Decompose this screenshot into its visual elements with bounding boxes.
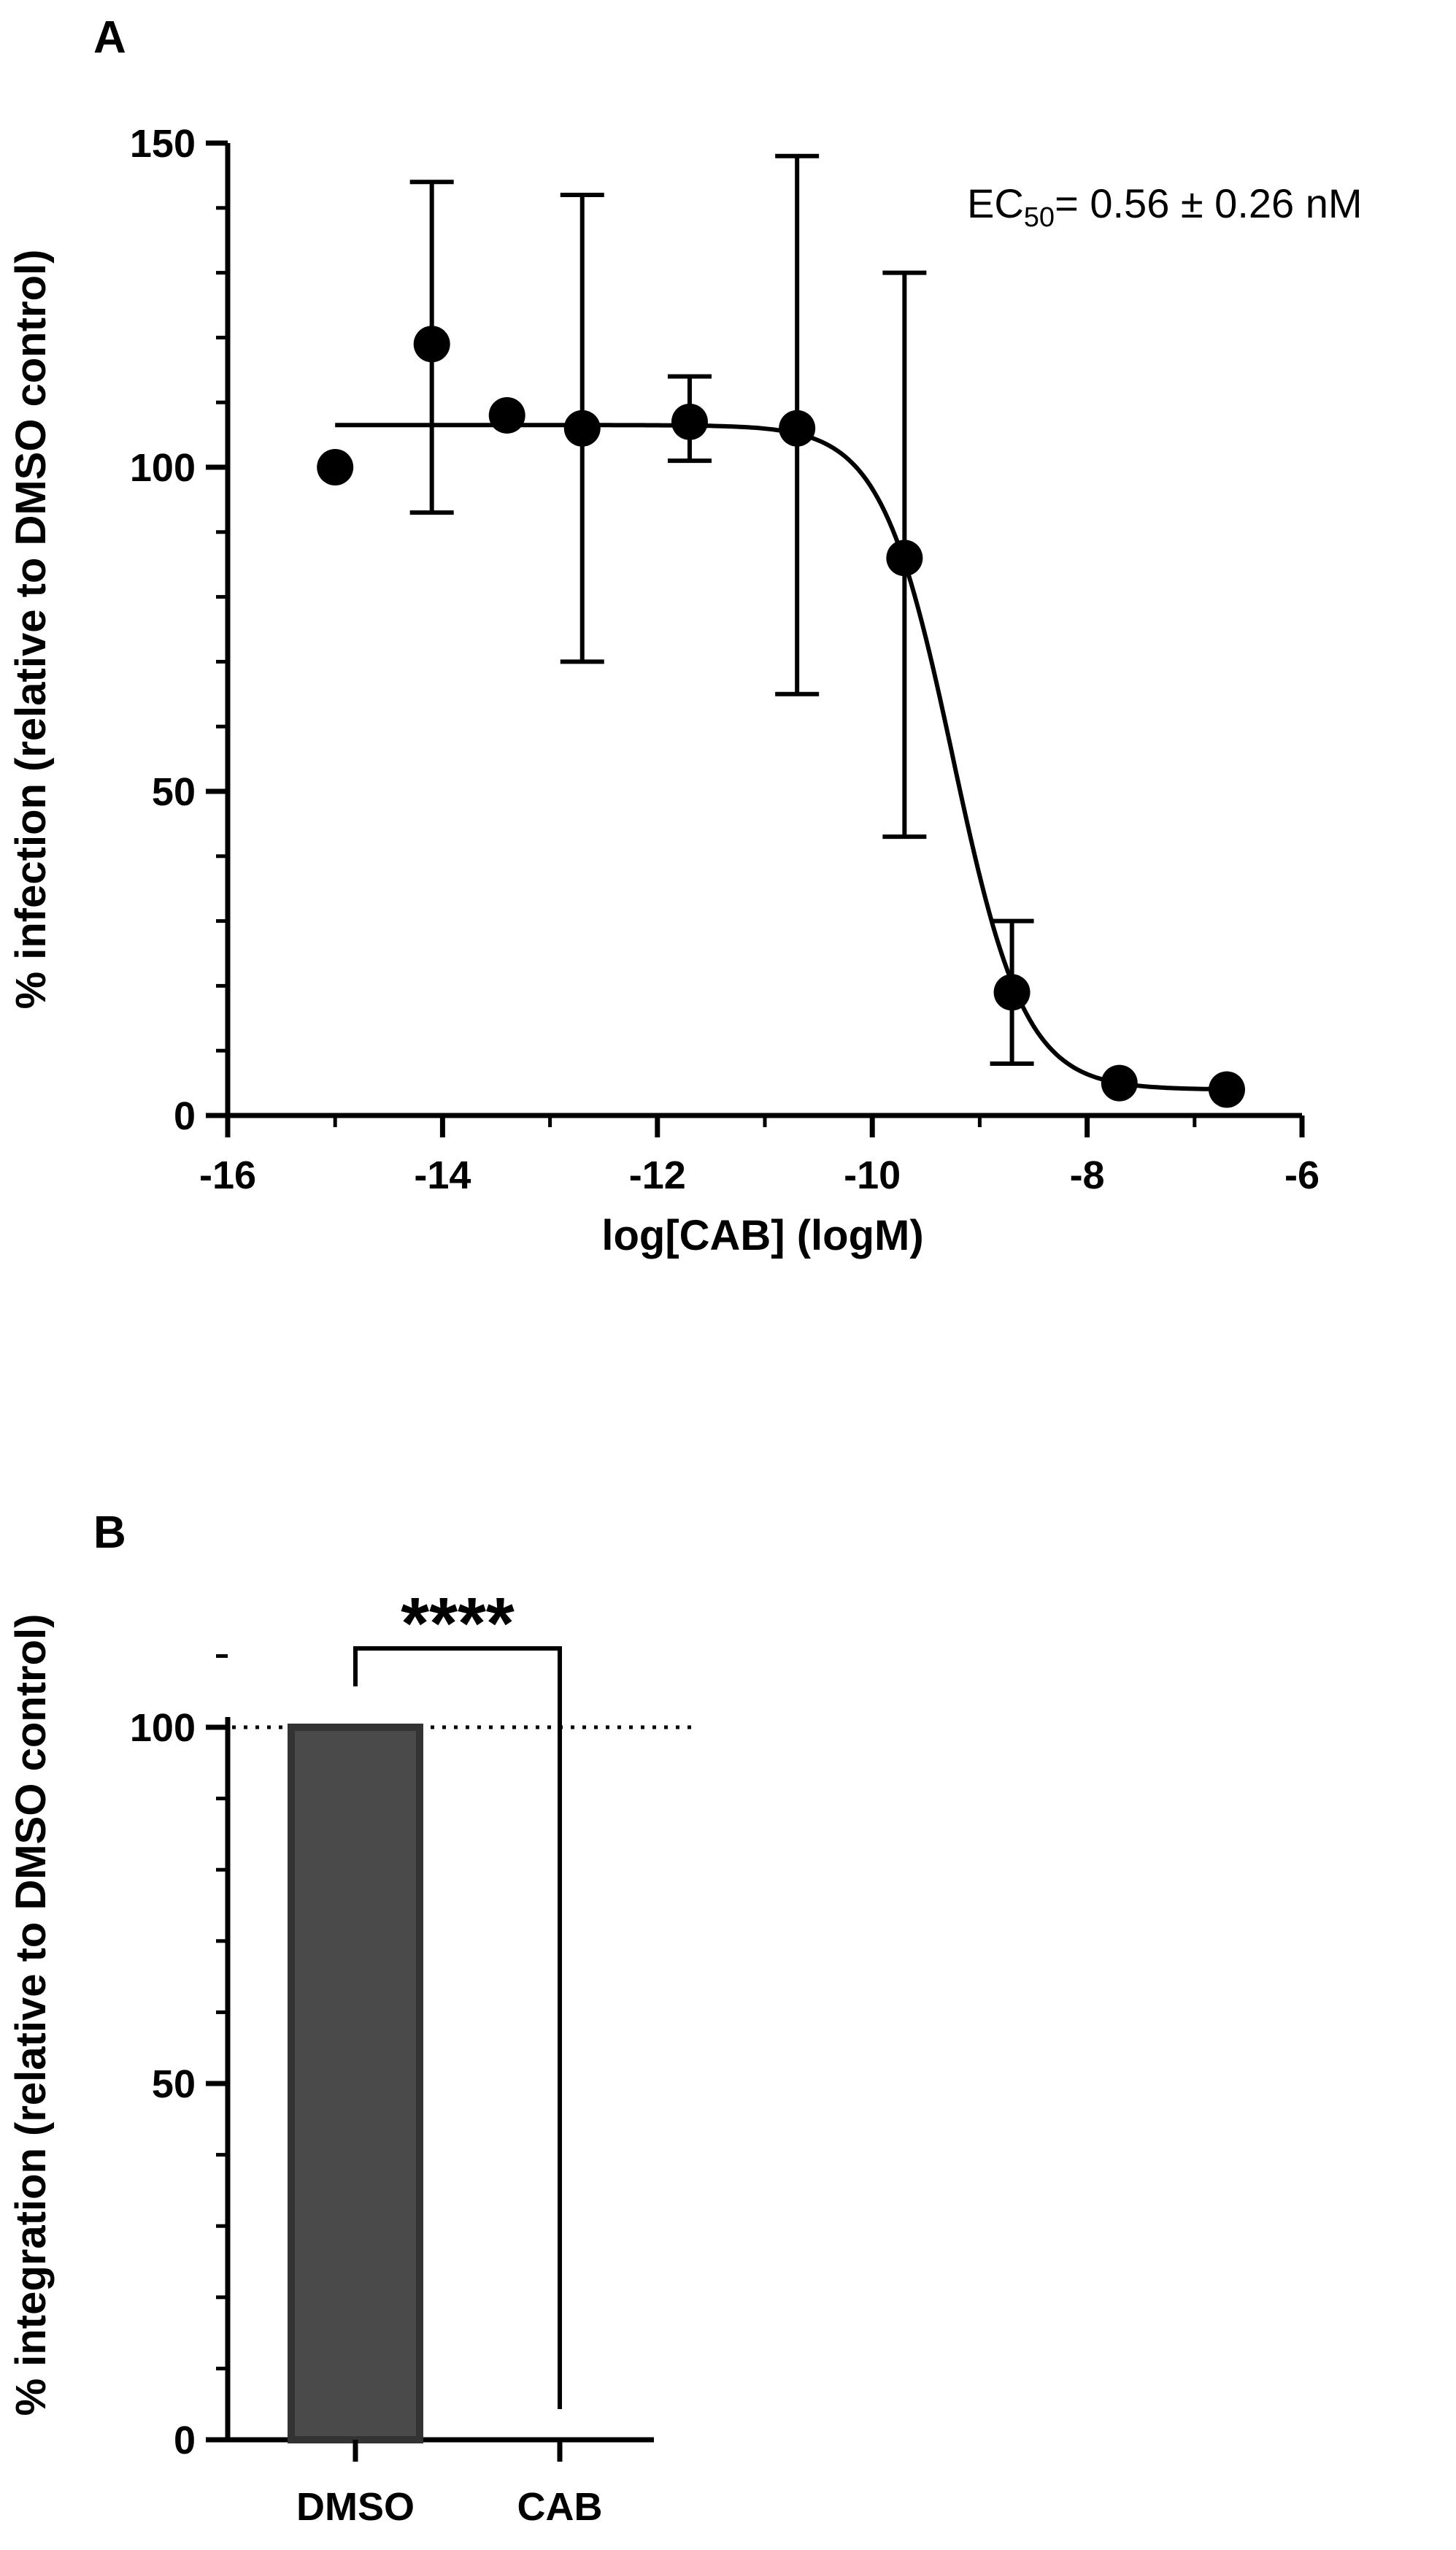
y-tick-label: 50 [152,2062,196,2106]
ec50-value: = 0.56 ± 0.26 nM [1055,180,1362,226]
data-point [1101,1064,1138,1102]
y-tick-label: 100 [130,446,196,490]
panel-b-y-axis-title: % integration (relative to DMSO control) [7,1614,55,2416]
x-tick-label: -6 [1284,1153,1320,1197]
y-tick-label: 100 [130,1706,196,1750]
y-tick-label: 0 [174,1094,196,1138]
bars [288,1724,423,2443]
data-point [563,410,601,447]
fit-curve [335,423,1227,1091]
x-tick-label: -14 [414,1153,471,1197]
data-point [488,396,525,434]
panel-a-x-ticks: -16 -14 -12 -10 -8 -6 [199,1115,1320,1197]
panel-a-x-axis-title: log[CAB] (logM) [601,1212,923,1259]
data-point [413,326,450,363]
panel-b-y-ticks: 0 50 100 [130,1654,228,2462]
x-tick-label: CAB [517,2485,603,2529]
data-point [671,403,708,440]
error-bars [409,153,1034,1066]
x-tick-label: -16 [199,1153,256,1197]
panel-b-x-ticks: DMSO CAB [296,2440,603,2529]
data-point [317,449,354,485]
y-tick-label: 0 [174,2419,196,2462]
x-tick-label: DMSO [296,2485,415,2529]
data-point [886,539,923,577]
panel-b-letter: B [93,1508,126,1558]
panel-a-letter: A [93,12,126,63]
x-tick-label: -10 [844,1153,901,1197]
data-point [1208,1071,1245,1108]
data-point [779,410,816,447]
x-tick-label: -8 [1070,1153,1105,1197]
panel-b: B 0 50 100 DMSO CAB **** % integration (rel… [7,1508,698,2529]
x-tick-label: -12 [629,1153,686,1197]
significance-bracket [353,1646,562,2409]
panel-a-y-ticks: 0 50 100 150 [130,122,228,1138]
bar-dmso [288,1724,423,2443]
ec50-prefix: EC [967,180,1024,226]
ec50-annotation: EC50= 0.56 ± 0.26 nM [967,180,1363,233]
panel-a-y-axis-title: % infection (relative to DMSO control) [7,250,55,1010]
data-points [317,326,1245,1108]
data-point [993,974,1031,1011]
significance-stars: **** [401,1583,515,1664]
y-tick-label: 50 [152,770,196,814]
ec50-subscript: 50 [1024,202,1055,233]
y-tick-label: 150 [130,122,196,166]
